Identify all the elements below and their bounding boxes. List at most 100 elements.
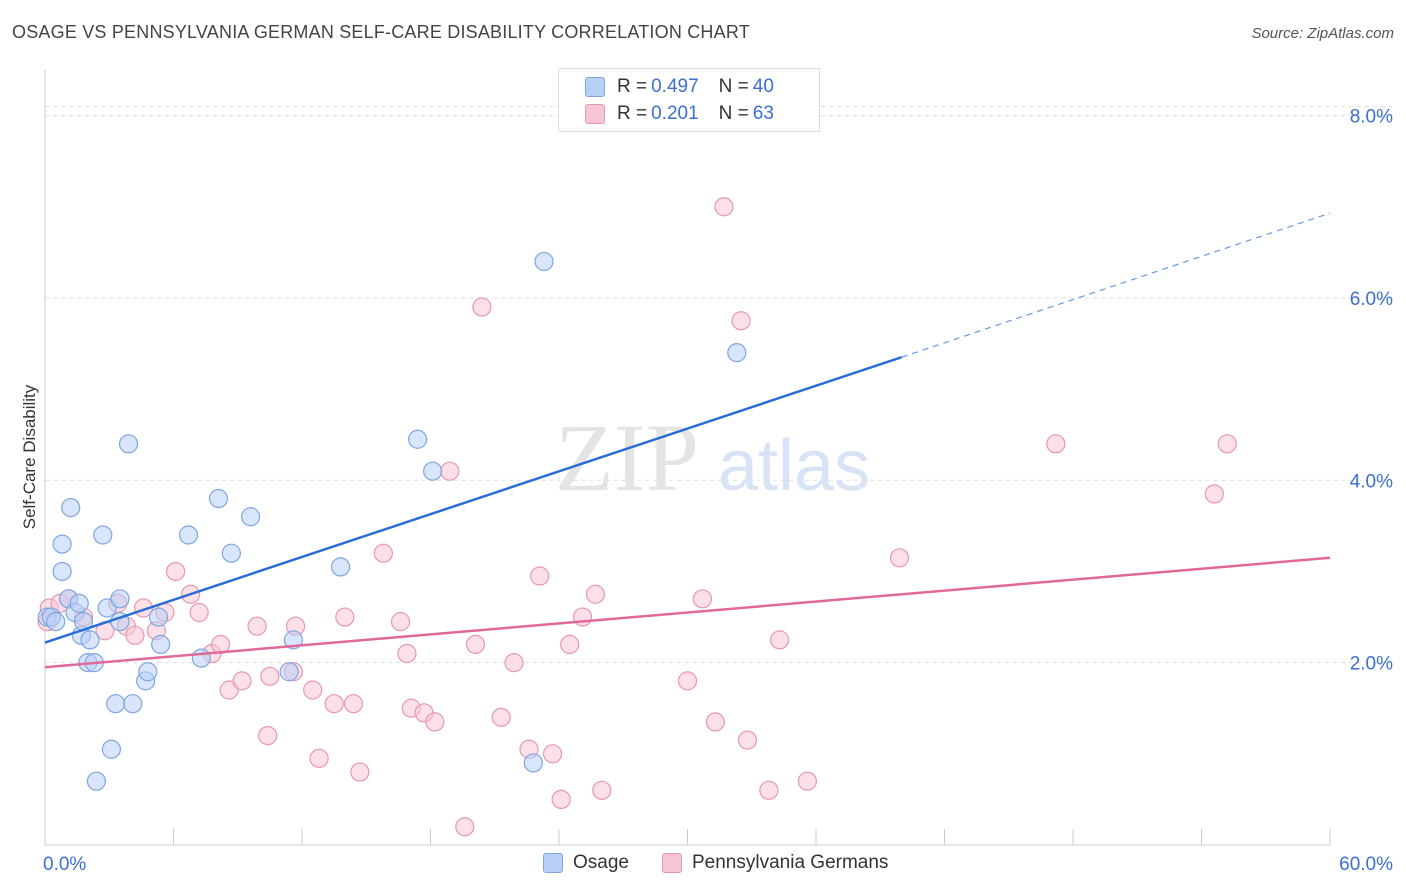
x-tick-label: 0.0% xyxy=(43,854,86,875)
watermark-atlas: atlas xyxy=(718,426,870,506)
penn-point xyxy=(530,566,550,586)
penn-point xyxy=(889,548,910,568)
legend-row-penn: R = 0.201 N = 63 xyxy=(585,101,774,127)
penn-point xyxy=(390,612,411,632)
penn-point xyxy=(260,666,280,686)
legend-n-value-penn: 63 xyxy=(752,103,774,124)
axes xyxy=(44,70,1331,846)
osage-point xyxy=(123,694,143,714)
series-swatch-osage xyxy=(543,853,563,873)
osage-point xyxy=(52,561,72,582)
penn-point xyxy=(335,607,355,627)
legend-row-osage: R = 0.497 N = 40 xyxy=(585,74,774,100)
trend-lines xyxy=(44,212,1331,669)
penn-point xyxy=(585,584,606,604)
penn-point xyxy=(551,789,571,810)
penn-point xyxy=(125,625,145,645)
osage-point xyxy=(241,507,261,527)
penn-point xyxy=(1217,434,1237,454)
correlation-legend: R = 0.497 N = 40 R = 0.201 N = 63 xyxy=(558,68,820,132)
osage-point xyxy=(279,662,299,682)
grid xyxy=(45,105,1392,664)
osage-point xyxy=(283,630,304,650)
osage-point xyxy=(534,251,554,272)
penn-point xyxy=(1204,484,1224,504)
osage-point xyxy=(191,648,211,668)
osage-point xyxy=(93,525,113,545)
penn-point xyxy=(737,730,758,750)
penn-point xyxy=(324,694,344,714)
osage-point xyxy=(423,461,443,481)
osage-point xyxy=(52,534,72,554)
osage-point xyxy=(151,634,171,655)
osage-point xyxy=(80,630,100,650)
penn-point xyxy=(373,543,393,563)
osage-point xyxy=(523,753,543,773)
osage-point xyxy=(118,434,139,454)
penn-point xyxy=(303,680,323,700)
penn-point xyxy=(425,712,445,732)
penn-point xyxy=(759,780,779,800)
watermark: ZIP atlas xyxy=(555,404,870,511)
y-tick-label: 8.0% xyxy=(1350,107,1393,128)
penn-point xyxy=(560,634,580,655)
penn-point xyxy=(258,725,278,746)
penn-point xyxy=(705,712,725,732)
osage-point xyxy=(727,343,747,363)
penn-point xyxy=(504,653,524,673)
y-axis-title: Self-Care Disability xyxy=(20,384,39,529)
penn-point xyxy=(232,671,252,691)
penn-point xyxy=(542,744,563,764)
axis-labels: 2.0% 4.0% 6.0% 8.0% 0.0% 60.0% Self-Care Disab… xyxy=(20,107,1393,875)
series-legend-penn: Pennsylvania Germans xyxy=(662,852,888,874)
penn-point xyxy=(309,748,329,768)
penn-point xyxy=(397,643,417,664)
osage-point xyxy=(101,739,121,759)
y-tick-label: 2.0% xyxy=(1350,654,1393,675)
penn-point xyxy=(731,311,751,331)
osage-point xyxy=(46,612,66,632)
legend-n-label: N = xyxy=(718,76,749,97)
penn-point xyxy=(592,780,612,800)
source-label: Source: ZipAtlas.com xyxy=(1251,25,1394,42)
penn-point xyxy=(714,197,734,217)
penn-point xyxy=(343,694,363,714)
osage-point xyxy=(61,498,81,518)
osage-point xyxy=(330,557,351,577)
osage-trend-extension xyxy=(901,212,1331,358)
y-tick-label: 6.0% xyxy=(1350,289,1393,310)
legend-r-label: R = xyxy=(617,76,648,97)
penn-point xyxy=(465,634,486,655)
chart-title: OSAGE VS PENNSYLVANIA GERMAN SELF-CARE D… xyxy=(12,22,750,42)
osage-point xyxy=(86,771,107,791)
osage-point xyxy=(178,525,199,545)
penn-point xyxy=(350,762,370,782)
osage-trend-line xyxy=(44,356,903,644)
osage-point xyxy=(110,589,130,609)
osage-point xyxy=(138,662,158,682)
legend-r-value-osage: 0.497 xyxy=(651,76,699,97)
legend-swatch-osage xyxy=(585,77,605,97)
penn-point xyxy=(572,607,593,627)
penn-point xyxy=(491,707,511,727)
penn-point xyxy=(677,671,698,691)
penn-point xyxy=(247,616,267,636)
osage-point xyxy=(148,607,169,627)
osage-point xyxy=(408,429,428,449)
watermark-zip: ZIP xyxy=(555,404,699,511)
penn-point xyxy=(472,297,492,317)
x-tick-label: 60.0% xyxy=(1339,854,1393,875)
penn-point xyxy=(166,561,186,582)
series-swatch-penn xyxy=(662,853,682,873)
osage-point xyxy=(69,593,89,613)
points xyxy=(37,197,1237,837)
penn-point xyxy=(769,630,790,650)
legend-swatch-penn xyxy=(585,104,605,124)
penn-trend-line xyxy=(44,556,1331,669)
series-name-osage: Osage xyxy=(573,852,629,873)
penn-point xyxy=(189,602,209,623)
penn-point xyxy=(797,771,818,791)
osage-point xyxy=(221,543,241,563)
series-name-penn: Pennsylvania Germans xyxy=(692,852,889,873)
